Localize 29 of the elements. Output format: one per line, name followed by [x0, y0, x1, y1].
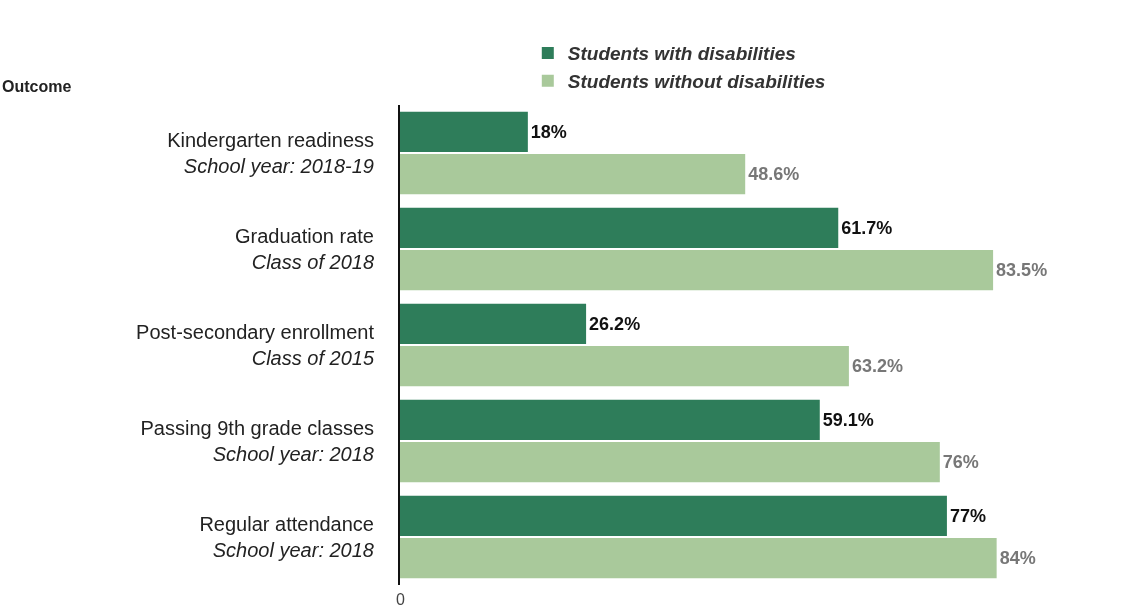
data-label: 63.2% — [851, 356, 903, 377]
bar — [400, 250, 994, 291]
data-label: 77% — [949, 505, 986, 526]
data-label: 26.2% — [589, 313, 641, 334]
data-label: 83.5% — [996, 260, 1048, 281]
bar — [400, 495, 947, 536]
bar — [400, 346, 849, 387]
y-tick-label: Graduation rate Class of 2018 — [235, 225, 374, 273]
bar — [400, 538, 997, 579]
data-label: 61.7% — [841, 217, 893, 238]
bar — [400, 303, 587, 344]
bar — [400, 154, 746, 195]
data-label: 18% — [530, 121, 567, 142]
data-label: 48.6% — [748, 164, 800, 185]
text: 0 — [396, 591, 405, 608]
y-tick-label: Regular attendance School year: 2018 — [199, 513, 374, 561]
y-tick-label: Post-secondary enrollment Class of 2015 — [136, 321, 375, 369]
y-tick-label: Kindergarten readiness School year: 2018-19 — [167, 129, 374, 177]
data-label: 76% — [942, 452, 979, 473]
y-axis-title: Outcome — [2, 78, 72, 95]
y-tick-label: Passing 9th grade classes School year: 2018 — [140, 417, 374, 465]
legend-label: Students with disabilities — [567, 43, 796, 65]
bar — [400, 111, 528, 152]
bar — [400, 399, 820, 440]
data-label: 59.1% — [822, 409, 874, 430]
legend-label: Students without disabilities — [567, 71, 826, 93]
data-label: 84% — [999, 548, 1036, 569]
bar — [400, 207, 839, 248]
bar — [400, 442, 940, 483]
